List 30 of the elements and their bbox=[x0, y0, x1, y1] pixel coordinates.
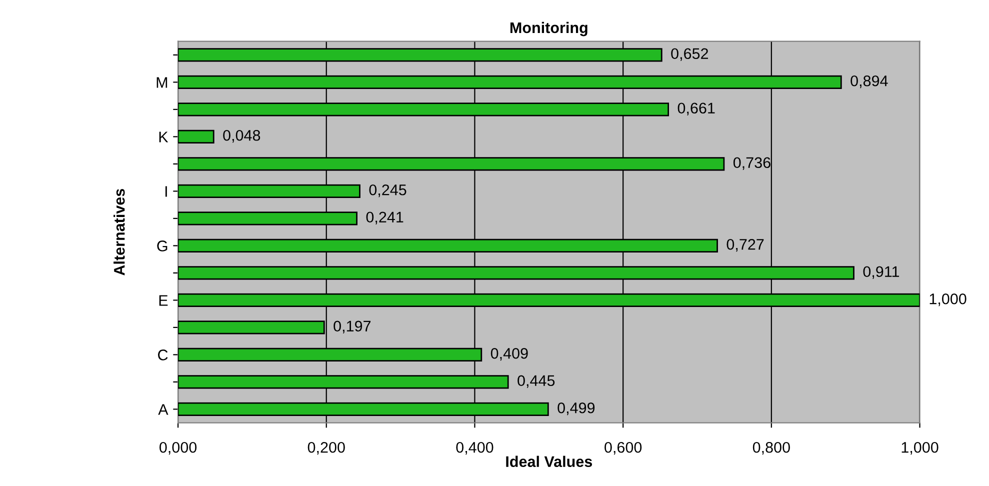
x-tick-label: 0,400 bbox=[456, 442, 494, 455]
data-label: 0,499 bbox=[558, 402, 595, 416]
data-label: 1,000 bbox=[930, 293, 966, 306]
y-tick-label: M bbox=[156, 77, 168, 88]
chart-title: Monitoring bbox=[510, 22, 588, 36]
y-tick-label: G bbox=[157, 240, 168, 252]
x-tick-label: 0,200 bbox=[308, 442, 345, 455]
data-label: 0,652 bbox=[671, 48, 708, 61]
data-label: 0,445 bbox=[518, 375, 555, 388]
data-label: 0,048 bbox=[223, 130, 260, 143]
data-label: 0,727 bbox=[726, 238, 764, 252]
y-tick-label: A bbox=[158, 404, 168, 415]
data-label: 0,911 bbox=[863, 266, 900, 279]
x-tick-label: 0,600 bbox=[604, 442, 642, 455]
y-axis-title: Alternatives bbox=[114, 188, 125, 276]
data-label: 0,894 bbox=[850, 75, 888, 88]
x-tick-label: 0,000 bbox=[160, 442, 197, 455]
data-label: 0,245 bbox=[369, 184, 406, 198]
y-tick-label: I bbox=[165, 186, 167, 197]
data-label: 0,241 bbox=[366, 212, 404, 224]
x-axis-title: Ideal Values bbox=[506, 456, 592, 468]
data-label: 0,197 bbox=[334, 320, 371, 334]
y-tick-label: E bbox=[159, 295, 168, 306]
x-tick-label: 1,000 bbox=[902, 442, 938, 455]
x-tick-label: 0,800 bbox=[752, 442, 790, 455]
y-tick-label: C bbox=[158, 350, 168, 360]
data-label: 0,409 bbox=[490, 348, 528, 361]
data-label: 0,661 bbox=[678, 102, 715, 116]
y-tick-label: K bbox=[159, 132, 168, 142]
data-label: 0,736 bbox=[733, 157, 770, 170]
